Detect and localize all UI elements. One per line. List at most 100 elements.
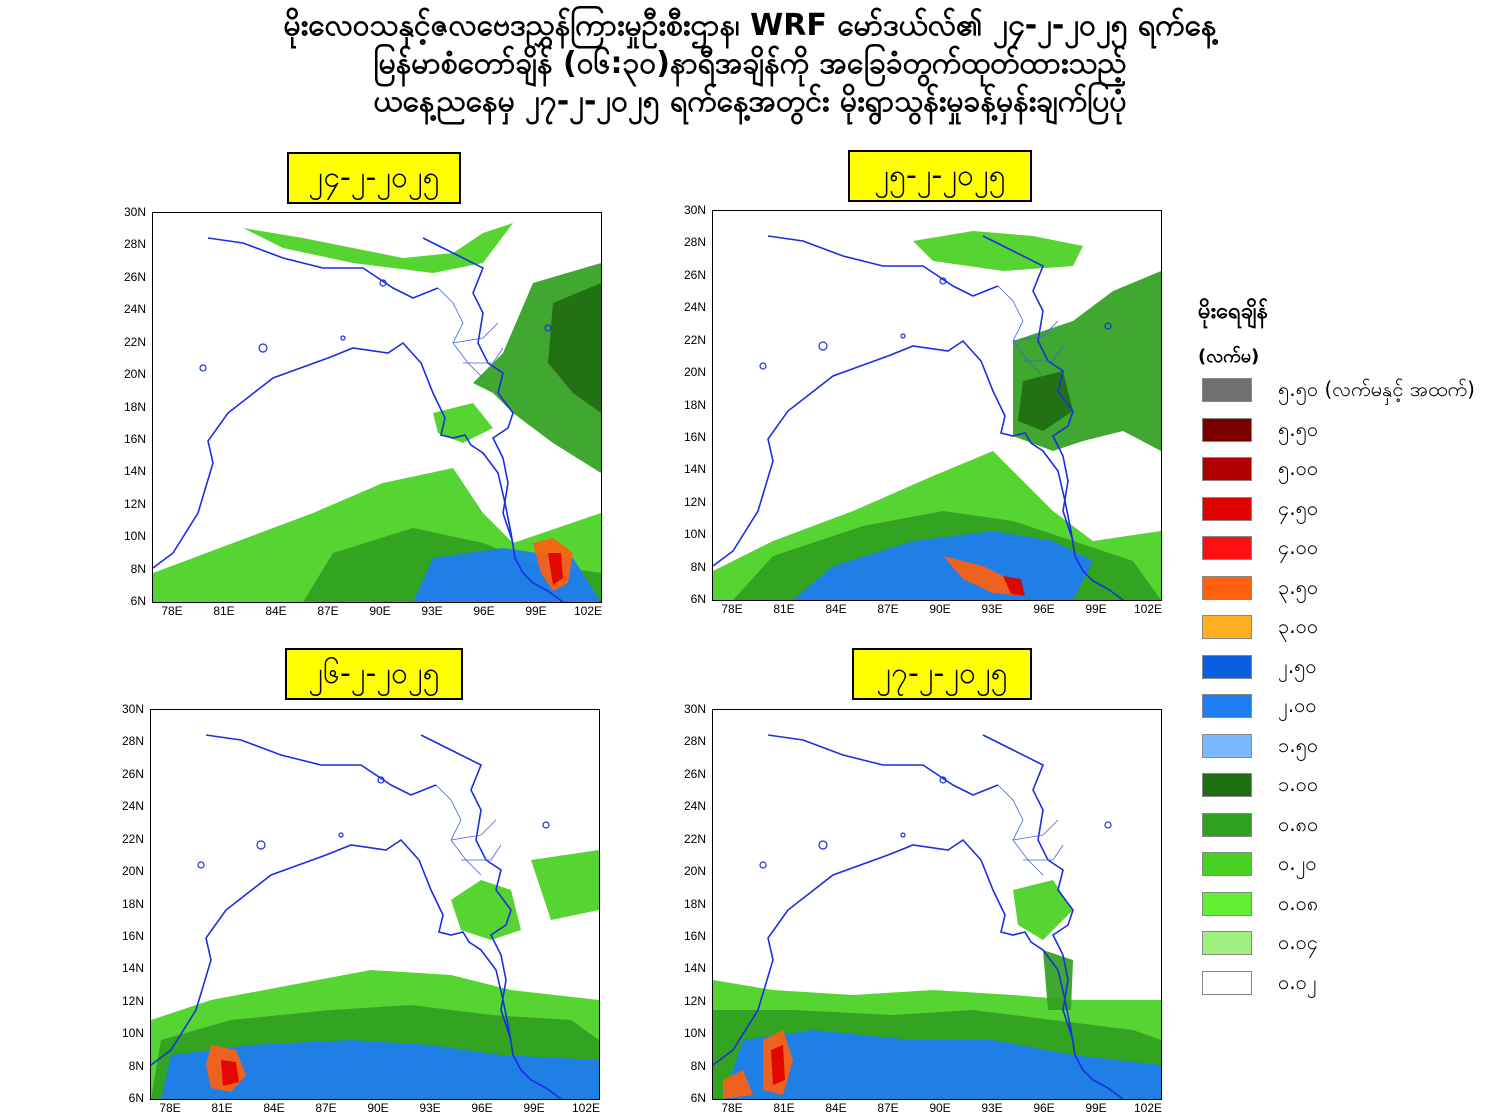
legend-swatch bbox=[1202, 378, 1252, 402]
rainfall-area bbox=[221, 1060, 239, 1086]
state-border bbox=[997, 784, 1064, 876]
y-tick-label: 24N bbox=[123, 302, 146, 317]
y-tick-label: 12N bbox=[123, 496, 146, 511]
coastline bbox=[713, 838, 1124, 1099]
y-tick-label: 28N bbox=[683, 734, 706, 749]
x-tick-label: 84E bbox=[825, 602, 847, 616]
x-tick-label: 84E bbox=[263, 1101, 285, 1115]
y-tick-label: 10N bbox=[121, 1026, 144, 1041]
y-tick-label: 26N bbox=[121, 766, 144, 781]
y-tick-label: 30N bbox=[123, 205, 146, 219]
title-line-1: မိုးလေဝသနှင့်ဇလဗေဒညွှန်ကြားမှုဦးစီးဌာန၊ … bbox=[283, 8, 1217, 43]
coastline bbox=[767, 235, 999, 297]
y-tick-label: 24N bbox=[683, 799, 706, 814]
x-tick-label: 96E bbox=[473, 604, 495, 618]
legend-label: ၀.၈၀ bbox=[1278, 811, 1319, 836]
panel-date-2: ၂၅-၂-၂၀၂၅ bbox=[848, 150, 1032, 202]
legend-label: ၁.၀၀ bbox=[1278, 772, 1319, 796]
y-tick-label: 10N bbox=[683, 527, 706, 542]
island bbox=[1104, 322, 1112, 330]
island bbox=[939, 277, 947, 285]
y-tick-label: 16N bbox=[123, 431, 146, 446]
y-tick-label: 22N bbox=[683, 831, 706, 846]
rainfall-area bbox=[1003, 576, 1025, 596]
island bbox=[1104, 821, 1112, 829]
island bbox=[544, 324, 552, 332]
legend-swatch bbox=[1202, 812, 1252, 837]
x-tick-label: 87E bbox=[317, 604, 339, 618]
y-tick-label: 20N bbox=[123, 367, 146, 382]
x-tick-label: 78E bbox=[721, 602, 743, 616]
island bbox=[197, 861, 205, 869]
y-tick-label: 12N bbox=[683, 993, 706, 1008]
y-tick-label: 16N bbox=[121, 928, 144, 943]
x-tick-label: 87E bbox=[877, 602, 899, 616]
y-tick-label: 18N bbox=[123, 399, 146, 414]
y-tick-label: 28N bbox=[121, 734, 144, 749]
coastline bbox=[982, 235, 1074, 542]
y-tick-label: 30N bbox=[683, 203, 706, 217]
y-tick-label: 14N bbox=[683, 961, 706, 976]
x-tick-label: 102E bbox=[1133, 602, 1163, 616]
y-tick-label: 20N bbox=[121, 864, 144, 879]
coastline bbox=[153, 341, 564, 602]
rainfall-area bbox=[723, 1070, 753, 1099]
x-tick-label: 93E bbox=[981, 602, 1003, 616]
coastline bbox=[713, 339, 1124, 600]
island bbox=[542, 821, 550, 829]
y-tick-label: 6N bbox=[130, 594, 146, 608]
rainfall-area bbox=[243, 223, 513, 273]
x-tick-label: 93E bbox=[981, 1101, 1003, 1115]
state-border bbox=[435, 784, 502, 876]
rainfall-area bbox=[723, 1030, 1161, 1099]
legend-label: ၄.၀၀ bbox=[1278, 535, 1319, 559]
y-tick-label: 14N bbox=[123, 464, 146, 479]
panel-date-4: ၂၇-၂-၂၀၂၅ bbox=[852, 648, 1032, 700]
y-tick-label: 16N bbox=[683, 429, 706, 444]
rainfall-area bbox=[943, 556, 1023, 596]
x-tick-label: 90E bbox=[367, 1101, 389, 1115]
legend-label: ၁.၅၀ bbox=[1278, 732, 1319, 757]
island bbox=[759, 362, 767, 370]
y-tick-label: 14N bbox=[121, 961, 144, 976]
map-panel-4 bbox=[712, 709, 1162, 1100]
y-tick-label: 12N bbox=[121, 993, 144, 1008]
x-tick-label: 99E bbox=[523, 1101, 545, 1115]
legend-label: ၂.၀၀ bbox=[1278, 693, 1317, 717]
y-tick-label: 22N bbox=[121, 831, 144, 846]
map-panel-3 bbox=[150, 709, 600, 1100]
x-tick-label: 96E bbox=[1033, 1101, 1055, 1115]
coastline bbox=[205, 734, 437, 796]
island bbox=[818, 840, 828, 850]
y-tick-label: 10N bbox=[683, 1026, 706, 1041]
legend-label: ၀.၀၈ bbox=[1278, 890, 1319, 915]
legend-swatch bbox=[1202, 852, 1252, 876]
map-panel-1 bbox=[152, 212, 602, 603]
y-tick-label: 24N bbox=[683, 300, 706, 315]
legend-label: ၀.၀၄ bbox=[1278, 930, 1319, 954]
title-line-2: မြန်မာစံတော်ချိန် (၀၆:၃၀)နာရီအချိန်ကို အ… bbox=[373, 46, 1127, 81]
legend-swatch bbox=[1202, 733, 1252, 758]
island bbox=[759, 861, 767, 869]
rainfall-area bbox=[548, 283, 601, 413]
legend-label: ၀.၂၀ bbox=[1278, 851, 1317, 875]
y-tick-label: 22N bbox=[683, 332, 706, 347]
legend-swatch bbox=[1202, 970, 1252, 995]
y-tick-label: 8N bbox=[690, 1058, 706, 1073]
y-tick-label: 10N bbox=[123, 529, 146, 544]
island bbox=[818, 341, 828, 351]
island bbox=[199, 364, 207, 372]
x-tick-label: 78E bbox=[161, 604, 183, 618]
x-tick-label: 90E bbox=[369, 604, 391, 618]
y-tick-label: 28N bbox=[683, 235, 706, 250]
title-line-3: ယနေ့ညနေမှ ၂၇-၂-၂၀၂၅ ရက်နေ့အတွင်း မိုးရွာ… bbox=[373, 84, 1127, 119]
legend-swatch bbox=[1202, 891, 1252, 916]
y-tick-label: 14N bbox=[683, 462, 706, 477]
y-tick-label: 20N bbox=[683, 365, 706, 380]
island bbox=[377, 776, 385, 784]
rainfall-area bbox=[451, 880, 521, 940]
island bbox=[340, 335, 346, 341]
y-tick-label: 18N bbox=[121, 896, 144, 911]
x-tick-label: 78E bbox=[159, 1101, 181, 1115]
y-tick-label: 8N bbox=[128, 1058, 144, 1073]
